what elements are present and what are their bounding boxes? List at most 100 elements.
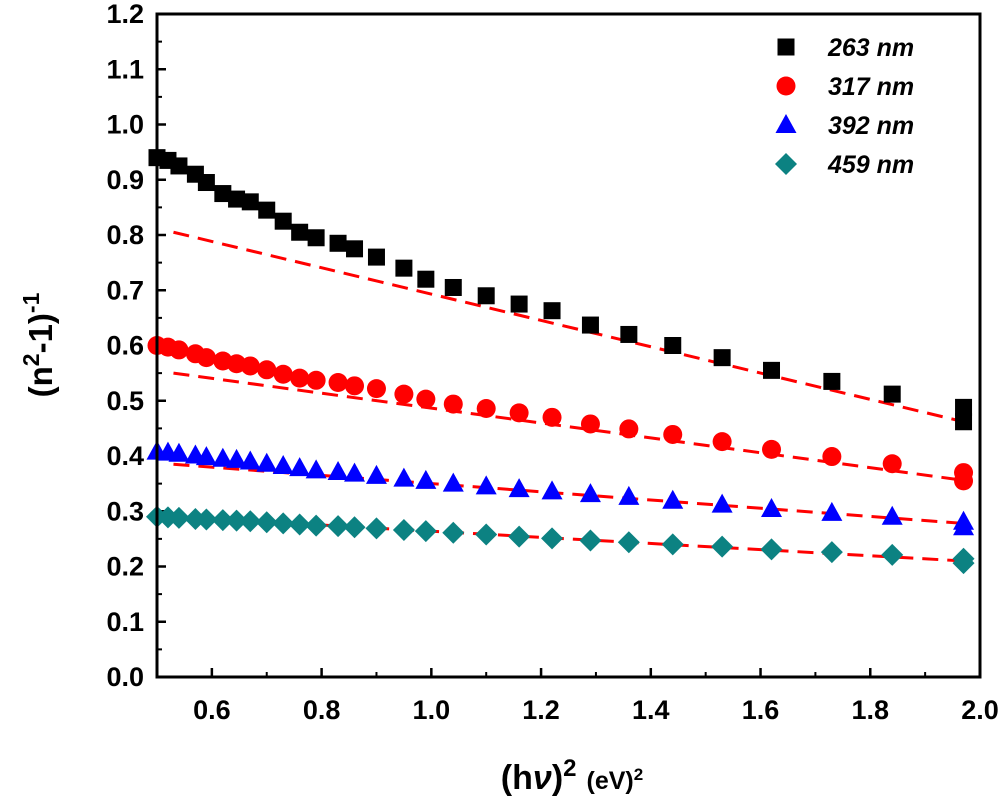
x-title-nu: ν xyxy=(533,759,552,797)
data-point xyxy=(241,193,259,211)
y-title-sup2: -1 xyxy=(18,292,44,313)
data-point xyxy=(711,493,733,513)
data-point xyxy=(760,538,783,561)
fit-263-line xyxy=(173,230,964,424)
y-tick-label: 1.0 xyxy=(106,110,144,140)
data-point xyxy=(239,510,262,533)
data-point xyxy=(290,368,310,388)
x-tick-label: 0.6 xyxy=(193,695,231,725)
x-title-part-a: (h xyxy=(501,759,533,797)
data-point xyxy=(416,389,436,409)
x-axis-title: (hν)2 (eV)2 xyxy=(501,755,643,798)
data-point xyxy=(881,543,904,566)
data-point xyxy=(821,501,843,521)
data-point xyxy=(415,469,437,489)
legend-label: 392 nm xyxy=(828,112,914,140)
data-point xyxy=(307,229,325,247)
y-tick-label: 1.1 xyxy=(106,54,144,84)
data-point xyxy=(442,472,464,492)
data-point xyxy=(444,278,462,296)
data-point xyxy=(475,523,498,546)
data-point xyxy=(327,515,350,538)
data-point xyxy=(712,432,732,452)
data-point xyxy=(954,471,974,491)
x-tick-label: 1.6 xyxy=(742,695,780,725)
data-point xyxy=(883,385,901,403)
data-point xyxy=(617,531,640,554)
data-point xyxy=(763,361,781,379)
data-point xyxy=(167,506,190,529)
data-point xyxy=(581,316,599,334)
y-tick-label: 0.7 xyxy=(106,275,144,305)
y-tick-labels: 0.0 0.1 0.2 0.3 0.4 0.5 0.6 0.7 0.8 0.9 1.0 1.1 1.2 xyxy=(106,0,144,692)
data-point xyxy=(327,461,349,481)
x-tick-label: 1.2 xyxy=(522,695,560,725)
data-point xyxy=(305,514,328,537)
y-axis-title: (n2-1)-1 xyxy=(18,292,59,397)
data-point xyxy=(256,452,278,472)
data-point xyxy=(762,439,782,459)
x-tick-label: 2.0 xyxy=(961,695,999,725)
data-point xyxy=(579,483,601,503)
data-point xyxy=(414,520,437,543)
y-tick-label: 0.1 xyxy=(106,607,144,637)
data-point xyxy=(168,442,190,462)
data-point xyxy=(197,174,215,192)
data-point xyxy=(953,516,975,536)
data-point xyxy=(713,349,731,367)
data-point xyxy=(240,356,260,376)
legend-marker xyxy=(775,153,797,175)
data-point xyxy=(580,414,600,434)
data-point xyxy=(395,259,413,277)
data-point xyxy=(169,340,189,360)
data-point xyxy=(170,157,188,175)
data-point xyxy=(195,508,218,531)
x-tick-label: 1.4 xyxy=(632,695,670,725)
y-tick-label: 0.4 xyxy=(106,441,144,471)
data-point xyxy=(510,295,528,313)
legend: 263 nm 317 nm 392 nm 459 nm xyxy=(775,34,914,179)
legend-marker xyxy=(775,114,797,133)
y-tick-label: 0.5 xyxy=(106,386,144,416)
data-point xyxy=(258,201,276,219)
x-title-unit-sup: 2 xyxy=(634,765,643,784)
data-point xyxy=(542,407,562,427)
data-point xyxy=(257,360,277,380)
series-317-nm xyxy=(147,336,974,491)
data-point xyxy=(329,234,347,252)
fit-317-line xyxy=(173,371,964,482)
y-title-sup1: 2 xyxy=(18,353,44,366)
y-title-part-b: -1) xyxy=(22,313,59,353)
data-point xyxy=(345,376,365,396)
y-tick-label: 0.8 xyxy=(106,220,144,250)
data-point xyxy=(239,450,261,470)
data-point xyxy=(661,533,684,556)
data-point xyxy=(394,384,414,404)
data-point xyxy=(711,535,734,558)
data-point xyxy=(272,454,294,474)
data-point xyxy=(365,464,387,484)
data-point xyxy=(226,448,248,468)
legend-marker xyxy=(777,38,795,56)
data-point xyxy=(618,485,640,505)
x-title-paren: ) xyxy=(552,759,563,797)
data-points xyxy=(146,149,975,575)
data-point xyxy=(477,287,495,305)
data-point xyxy=(541,480,563,500)
legend-label: 263 nm xyxy=(827,34,914,62)
data-point xyxy=(274,212,292,230)
data-point xyxy=(306,370,326,390)
x-tick-label: 0.8 xyxy=(303,695,341,725)
data-point xyxy=(272,512,295,535)
data-point xyxy=(761,498,783,518)
data-point xyxy=(255,511,278,534)
data-point xyxy=(508,525,531,548)
data-point xyxy=(195,446,217,466)
y-tick-label: 0.0 xyxy=(106,662,144,692)
legend-label: 317 nm xyxy=(828,73,914,101)
data-point xyxy=(214,185,232,203)
data-point xyxy=(664,337,682,354)
data-point xyxy=(392,519,415,542)
data-point xyxy=(543,302,561,320)
x-tick-labels: 0.6 0.8 1.0 1.2 1.4 1.6 1.8 2.0 xyxy=(193,695,999,725)
